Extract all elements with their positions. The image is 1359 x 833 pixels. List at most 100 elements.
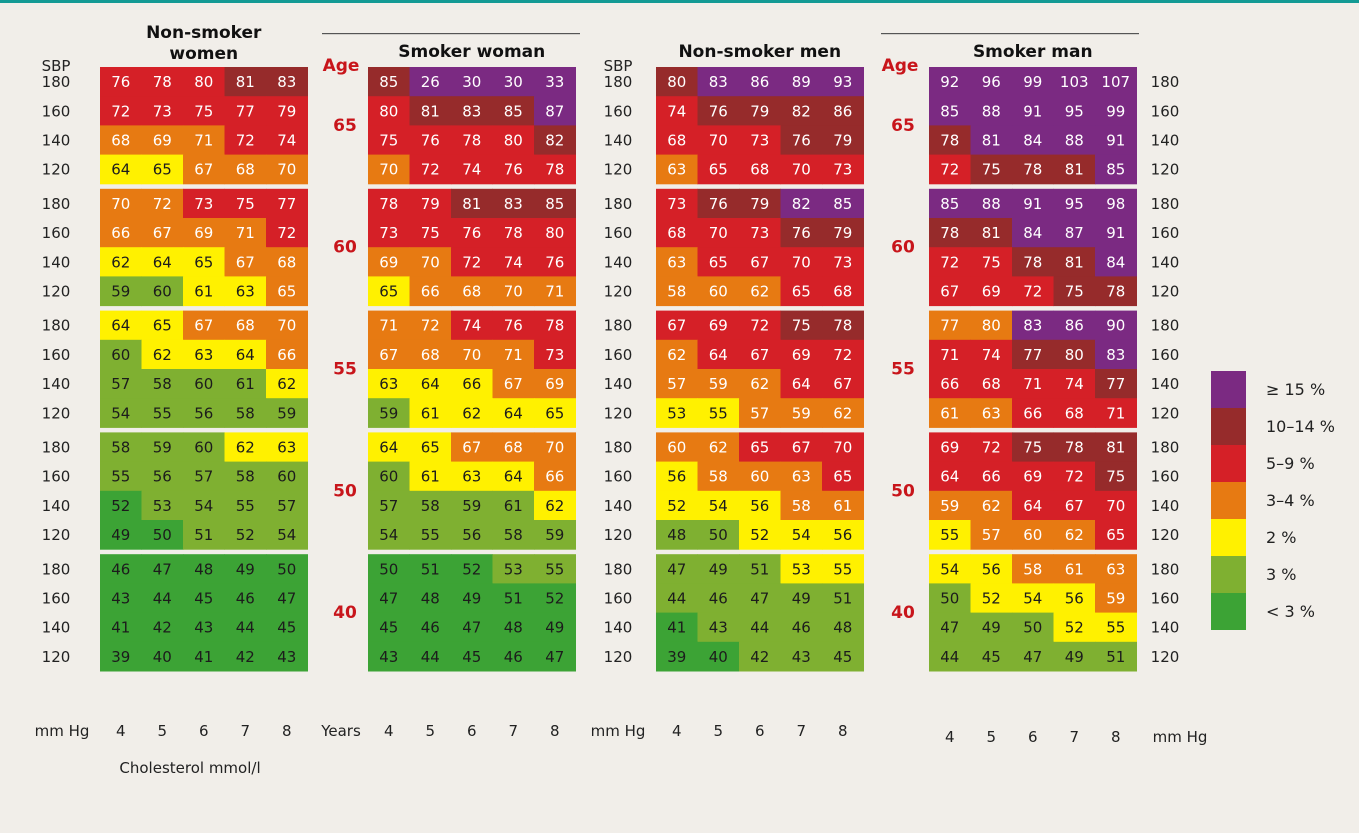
legend-swatch: [1211, 482, 1246, 519]
cell-value: 55: [940, 526, 959, 544]
cell-value: 54: [379, 526, 398, 544]
risk-cell: [1053, 276, 1096, 307]
risk-cell: [224, 247, 267, 277]
cell-value: 66: [982, 468, 1001, 486]
risk-cell: [183, 398, 225, 428]
sbp-tick-label: 140: [1151, 375, 1180, 393]
risk-cell: [183, 247, 225, 277]
risk-cell: [451, 612, 493, 643]
risk-cell: [141, 96, 184, 126]
risk-cell: [492, 369, 535, 399]
cholesterol-tick-label: 8: [282, 722, 292, 740]
cell-value: 59: [462, 497, 481, 515]
risk-cell: [970, 583, 1013, 614]
cell-value: 67: [750, 346, 769, 364]
cell-value: 61: [833, 497, 852, 515]
risk-cell: [739, 276, 781, 307]
risk-cell: [780, 461, 823, 492]
risk-cell: [266, 67, 308, 97]
sbp-tick-label: 160: [1151, 590, 1180, 608]
cell-value: 57: [982, 526, 1001, 544]
risk-cell: [970, 218, 1013, 248]
risk-cell: [1095, 369, 1137, 399]
risk-cell: [368, 67, 410, 97]
cell-value: 62: [709, 439, 728, 457]
cell-value: 52: [236, 526, 255, 544]
cell-value: 60: [277, 468, 296, 486]
cell-value: 79: [750, 195, 769, 213]
risk-cell: [224, 554, 267, 584]
cell-value: 66: [1023, 404, 1042, 422]
cell-value: 99: [1023, 73, 1042, 91]
age-label: 40: [891, 603, 915, 623]
risk-cell: [822, 276, 864, 307]
cell-value: 78: [379, 195, 398, 213]
risk-cell: [100, 339, 142, 370]
cell-value: 45: [982, 648, 1001, 666]
cell-value: 54: [1023, 590, 1042, 608]
sbp-tick-label: 120: [604, 283, 633, 301]
risk-cell: [1095, 339, 1137, 370]
cell-value: 61: [194, 283, 213, 301]
risk-cell: [451, 398, 493, 428]
risk-cell: [409, 247, 452, 277]
cholesterol-tick-label: 7: [240, 722, 250, 740]
risk-cell: [492, 154, 535, 185]
risk-cell: [100, 612, 142, 643]
cholesterol-tick-label: 6: [755, 722, 765, 740]
cell-value: 61: [940, 404, 959, 422]
cell-value: 70: [111, 195, 130, 213]
cell-value: 83: [1106, 346, 1125, 364]
risk-cell: [697, 612, 740, 643]
cell-value: 64: [940, 468, 959, 486]
cell-value: 73: [750, 224, 769, 242]
risk-cell: [656, 490, 698, 521]
cell-value: 43: [277, 648, 296, 666]
cell-value: 70: [545, 439, 564, 457]
risk-cell: [141, 247, 184, 277]
cell-value: 63: [236, 283, 255, 301]
cell-value: 63: [667, 161, 686, 179]
cell-value: 52: [982, 590, 1001, 608]
cell-value: 44: [153, 590, 172, 608]
risk-cell: [1053, 96, 1096, 126]
sbp-tick-label: 120: [1151, 404, 1180, 422]
cell-value: 71: [194, 132, 213, 150]
cell-value: 62: [1065, 526, 1084, 544]
risk-cell: [183, 96, 225, 126]
cell-value: 60: [111, 346, 130, 364]
risk-cell: [492, 125, 535, 156]
cell-value: 91: [1106, 224, 1125, 242]
cell-value: 49: [545, 619, 564, 637]
cell-value: 83: [709, 73, 728, 91]
cell-value: 69: [379, 253, 398, 271]
cell-value: 60: [153, 283, 172, 301]
risk-cell: [409, 310, 452, 341]
risk-cell: [970, 554, 1013, 584]
cell-value: 65: [545, 404, 564, 422]
risk-cell: [1095, 154, 1137, 185]
cell-value: 63: [462, 468, 481, 486]
risk-cell: [534, 490, 576, 521]
sbp-tick-label: 160: [42, 346, 71, 364]
cell-value: 67: [153, 224, 172, 242]
sbp-header: SBP: [604, 57, 633, 75]
cell-value: 86: [1065, 317, 1084, 335]
risk-cell: [697, 218, 740, 248]
risk-cell: [368, 310, 410, 341]
cell-value: 70: [277, 317, 296, 335]
cell-value: 75: [1106, 468, 1125, 486]
cell-value: 78: [1065, 439, 1084, 457]
sbp-tick-label: 160: [1151, 224, 1180, 242]
risk-cell: [1012, 276, 1054, 307]
cell-value: 44: [667, 590, 686, 608]
cell-value: 68: [667, 132, 686, 150]
cell-value: 88: [982, 195, 1001, 213]
cell-value: 85: [545, 195, 564, 213]
cell-value: 65: [379, 283, 398, 301]
cell-value: 68: [750, 161, 769, 179]
sbp-tick-label: 160: [42, 590, 71, 608]
risk-cell: [656, 276, 698, 307]
sbp-tick-label: 160: [42, 102, 71, 120]
risk-cell: [492, 218, 535, 248]
